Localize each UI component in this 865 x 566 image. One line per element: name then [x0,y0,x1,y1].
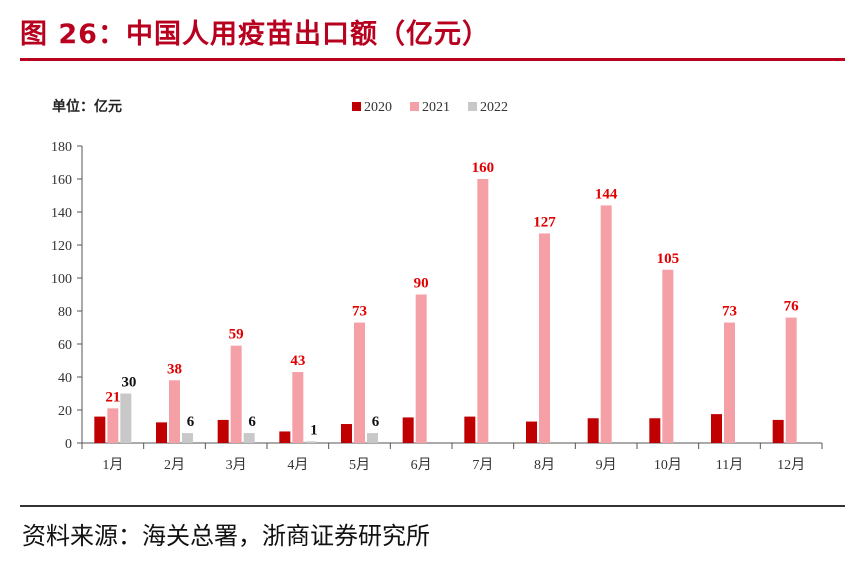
x-tick-label: 10月 [654,457,682,473]
x-tick-label: 9月 [596,457,617,473]
legend-swatch [468,102,477,111]
bar-2021 [292,372,304,443]
data-label-2021: 73 [722,304,737,320]
bar-2020 [526,421,537,443]
y-tick-label: 100 [51,272,72,287]
x-tick-label: 12月 [777,457,805,473]
unit-label: 单位：亿元 [52,98,122,115]
data-label-2021: 21 [105,389,120,405]
bar-2020 [341,424,352,443]
data-label-2021: 59 [229,327,244,343]
source-note: 资料来源：海关总署，浙商证券研究所 [22,522,430,550]
data-label-2021: 38 [167,361,182,377]
y-tick-label: 80 [58,305,72,320]
data-label-2021: 144 [595,186,618,202]
x-tick-label: 6月 [411,457,432,473]
bar-2020 [772,419,784,443]
bar-2021 [107,408,119,443]
y-tick-label: 20 [58,404,72,419]
x-tick-label: 4月 [287,457,308,473]
data-label-2022: 6 [248,414,256,430]
bar-2020 [156,422,167,443]
bar-2020 [711,414,722,443]
y-tick-label: 160 [51,173,72,188]
data-label-2021: 90 [414,276,429,292]
bars [94,179,797,443]
data-label-2021: 43 [290,353,305,369]
data-label-2021: 76 [784,299,800,315]
data-label-2021: 160 [472,160,495,176]
legend-label: 2021 [422,100,450,115]
x-tick-label: 2月 [164,457,185,473]
bar-2020 [217,419,229,443]
title-rule [20,58,845,61]
bar-2021 [354,322,365,443]
bar-2022 [367,433,378,443]
figure-title: 图 26：中国人用疫苗出口额（亿元） [20,19,490,50]
bar-2021 [169,380,180,443]
bar-2022 [182,433,193,443]
y-tick-label: 140 [51,206,72,221]
bar-2021 [785,317,797,443]
x-tick-label: 3月 [226,457,247,473]
legend-label: 2022 [480,100,508,115]
x-tick-label: 5月 [349,457,370,473]
bar-2020 [94,416,106,443]
y-tick-label: 180 [51,140,72,155]
legend-label: 2020 [364,100,392,115]
bar-2020 [464,416,476,443]
data-label-2021: 73 [352,304,367,320]
y-tick-label: 0 [65,437,72,452]
x-tick-label: 11月 [716,457,743,473]
legend: 2020 2021 2022 [352,100,508,115]
bar-2021 [600,205,612,443]
bar-chart: 单位：亿元 2020 2021 2022 020406080100120140160… [51,98,823,473]
bar-2022 [305,441,317,443]
bar-2021 [230,345,242,443]
bar-2020 [402,417,414,443]
bar-2022 [120,393,132,443]
legend-swatch [352,102,361,111]
x-tick-label: 8月 [534,457,555,473]
bar-2022 [243,433,255,443]
bar-2020 [649,418,661,443]
data-label-2021: 105 [657,251,680,267]
data-label-2022: 30 [121,375,136,391]
axes: 0 20 40 60 80 100 120 140 160 180 1月 2月 3月 4月 5月 6月 7月 8月… [51,140,823,473]
legend-swatch [410,102,419,111]
x-tick-label: 7月 [472,457,493,473]
bar-2020 [587,418,599,443]
bar-2020 [279,431,291,443]
data-label-2022: 6 [372,414,380,430]
bar-2021 [662,269,674,443]
bar-2021 [415,294,427,443]
x-tick-label: 1月 [102,457,123,473]
bar-2021 [477,179,489,443]
y-tick-label: 60 [58,338,72,353]
bar-2021 [724,322,735,443]
y-tick-label: 40 [58,371,72,386]
data-label-2022: 6 [187,414,195,430]
data-label-2022: 1 [310,422,318,438]
data-label-2021: 127 [533,214,556,230]
data-labels: 21 38 59 43 73 90 160 127 144 105 73 76 30 6 6 1 6 [105,160,799,438]
bar-2021 [539,233,550,443]
y-tick-label: 120 [51,239,72,254]
source-rule [20,505,845,507]
